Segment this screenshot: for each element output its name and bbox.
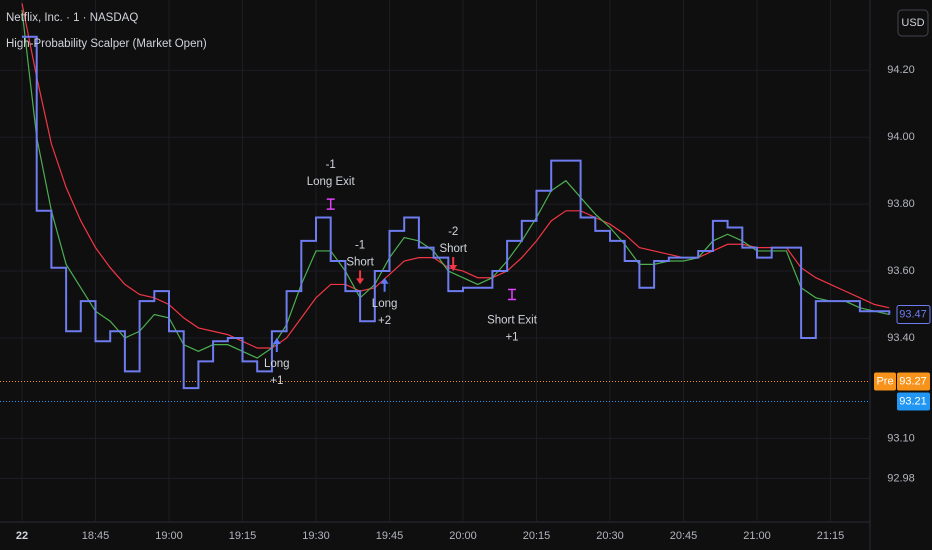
- signal-label: +1: [505, 331, 518, 343]
- symbol-title: Netflix, Inc. · 1 · NASDAQ: [6, 12, 138, 24]
- x-tick-label: 22: [16, 530, 28, 542]
- y-tick-label: 93.80: [887, 198, 915, 210]
- signal-marker: [326, 198, 335, 210]
- signal-label: Short Exit: [487, 314, 538, 326]
- x-tick-label: 21:00: [743, 530, 771, 542]
- signal-label: -1: [355, 239, 365, 251]
- signal-label: +1: [270, 375, 283, 387]
- indicator-title: High-Probability Scalper (Market Open): [6, 38, 207, 50]
- currency-label[interactable]: USD: [901, 17, 924, 29]
- y-tick-label: 93.40: [887, 332, 915, 344]
- x-tick-label: 18:45: [82, 530, 110, 542]
- y-tick-label: 92.98: [887, 472, 915, 484]
- x-tick-label: 20:00: [449, 530, 477, 542]
- signal-marker: [380, 277, 389, 292]
- price-tag: [897, 372, 930, 391]
- signal-label: -2: [448, 226, 458, 238]
- x-tick-label: 20:15: [523, 530, 551, 542]
- price-tag-label: 93.21: [899, 395, 927, 407]
- signal-label: Long: [264, 358, 290, 370]
- y-tick-label: 93.10: [887, 432, 915, 444]
- price-tag-label: Pre: [876, 375, 893, 387]
- x-tick-label: 21:15: [817, 530, 845, 542]
- x-tick-label: 19:30: [302, 530, 330, 542]
- y-tick-label: 94.00: [887, 131, 915, 143]
- x-tick-label: 19:15: [229, 530, 257, 542]
- x-tick-label: 19:45: [376, 530, 404, 542]
- price-tag: [897, 392, 930, 411]
- signal-label: Long: [372, 298, 398, 310]
- signal-label: Short: [346, 256, 374, 268]
- last-price-label: 93.47: [899, 308, 927, 320]
- currency-button[interactable]: [897, 9, 929, 37]
- signal-label: Long Exit: [307, 176, 356, 188]
- signal-marker: [449, 257, 458, 272]
- signal-marker: [356, 270, 365, 285]
- last-price-tag: [896, 305, 931, 325]
- y-tick-label: 93.60: [887, 265, 915, 277]
- signal-label: -1: [326, 159, 336, 171]
- x-tick-label: 20:45: [670, 530, 698, 542]
- price-tag-label: 93.27: [899, 375, 927, 387]
- signal-label: +2: [378, 315, 391, 327]
- y-tick-label: 94.20: [887, 64, 915, 76]
- signal-marker: [508, 288, 516, 301]
- series-line: [21, 3, 890, 349]
- x-tick-label: 19:00: [155, 530, 183, 542]
- series-line: [22, 35, 891, 390]
- series-line: [21, 9, 890, 359]
- signal-label: Short: [439, 243, 467, 255]
- x-tick-label: 20:30: [596, 530, 624, 542]
- plot: Long +1 -1 Long Exit -1 Short Long +2 -2 Short Sho…: [0, 0, 891, 522]
- signal-marker: [272, 337, 281, 352]
- price-tag: [874, 372, 896, 391]
